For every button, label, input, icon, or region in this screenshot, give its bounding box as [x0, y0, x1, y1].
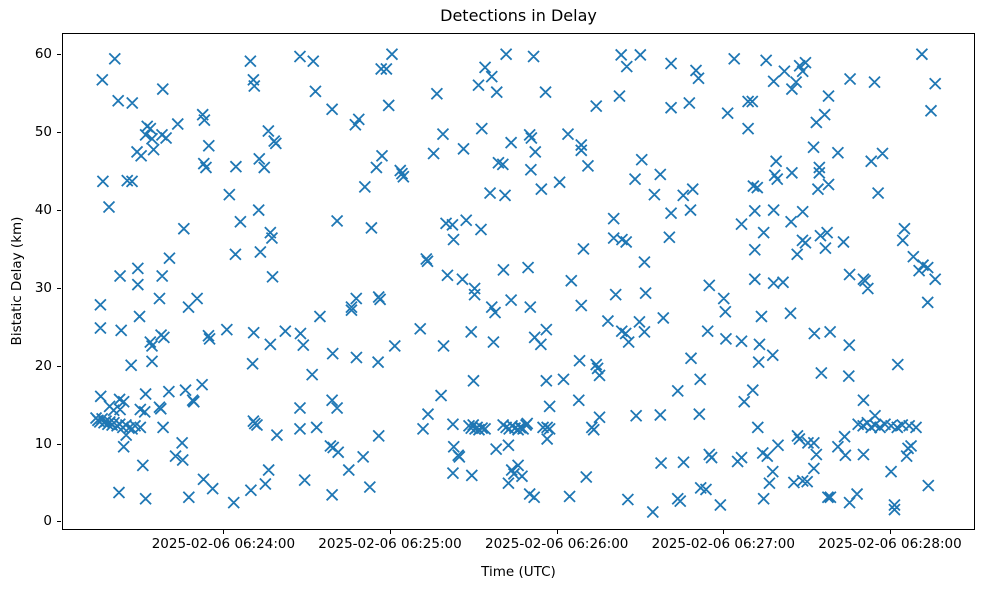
y-tick-label: 40 — [34, 201, 52, 218]
x-tick-label: 2025-02-06 06:25:00 — [318, 536, 462, 552]
x-tick-mark — [390, 530, 391, 534]
y-tick-mark — [57, 287, 61, 289]
y-tick-label: 50 — [34, 123, 52, 140]
scatter-marker-path — [89, 48, 942, 519]
y-tick-label: 0 — [43, 513, 52, 530]
x-tick-label: 2025-02-06 06:24:00 — [151, 536, 296, 552]
x-axis-label: Time (UTC) — [481, 564, 556, 580]
scatter-points — [89, 48, 942, 519]
y-tick-mark — [57, 54, 61, 55]
y-tick-mark — [57, 131, 61, 133]
y-tick-mark — [57, 443, 61, 445]
y-tick-label: 30 — [34, 279, 52, 296]
y-tick-mark — [57, 521, 61, 523]
x-tick-label: 2025-02-06 06:27:00 — [651, 536, 795, 552]
y-tick-label: 20 — [34, 357, 52, 374]
chart-title: Detections in Delay — [440, 6, 597, 25]
x-tick-mark — [556, 530, 558, 534]
y-tick-label: 60 — [34, 46, 52, 62]
y-tick-mark — [57, 365, 61, 367]
x-tick-label: 2025-02-06 06:26:00 — [484, 536, 629, 552]
y-axis-label: Bistatic Delay (km) — [9, 216, 25, 346]
x-tick-mark — [223, 530, 225, 534]
x-tick-mark — [723, 530, 725, 534]
y-tick-mark — [57, 209, 61, 211]
y-tick-label: 10 — [34, 435, 52, 452]
x-tick-mark — [890, 530, 891, 534]
x-tick-label: 2025-02-06 06:28:00 — [818, 536, 962, 552]
plot-area — [62, 33, 975, 530]
